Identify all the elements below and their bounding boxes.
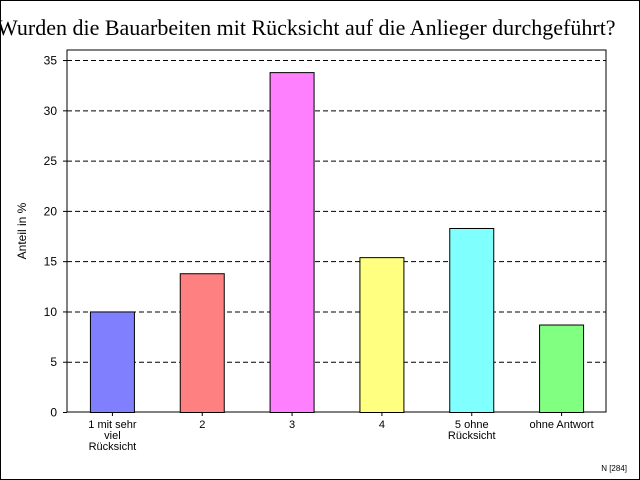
y-tick-label: 35 xyxy=(44,54,58,68)
y-axis-label: Anteil in % xyxy=(15,202,29,259)
bar-3 xyxy=(269,72,315,413)
x-tick-label: ohne Antwort xyxy=(529,419,593,431)
x-tick-label: 3 xyxy=(289,419,295,431)
x-tick-label: 1 mit sehr viel Rücksicht xyxy=(88,419,137,453)
bar-2 xyxy=(179,273,225,413)
plot-area xyxy=(66,49,607,413)
bar-4 xyxy=(359,257,405,413)
y-tick-label: 10 xyxy=(44,305,58,319)
x-tick-label: 2 xyxy=(199,419,205,431)
bar-1 xyxy=(89,311,135,414)
bar-6 xyxy=(539,324,585,413)
x-tick-label: 4 xyxy=(379,419,385,431)
chart-title: Wurden die Bauarbeiten mit Rücksicht auf… xyxy=(0,15,616,40)
y-tick-label: 0 xyxy=(50,406,57,420)
y-tick-label: 15 xyxy=(44,255,58,269)
y-tick-label: 25 xyxy=(44,154,58,168)
y-tick-label: 5 xyxy=(50,355,57,369)
x-tick-label: 5 ohne Rücksicht xyxy=(448,419,496,442)
bar-5 xyxy=(449,227,495,413)
y-tick-label: 30 xyxy=(44,104,58,118)
sample-size-note: N [284] xyxy=(601,464,627,473)
y-tick-label: 20 xyxy=(44,204,58,218)
